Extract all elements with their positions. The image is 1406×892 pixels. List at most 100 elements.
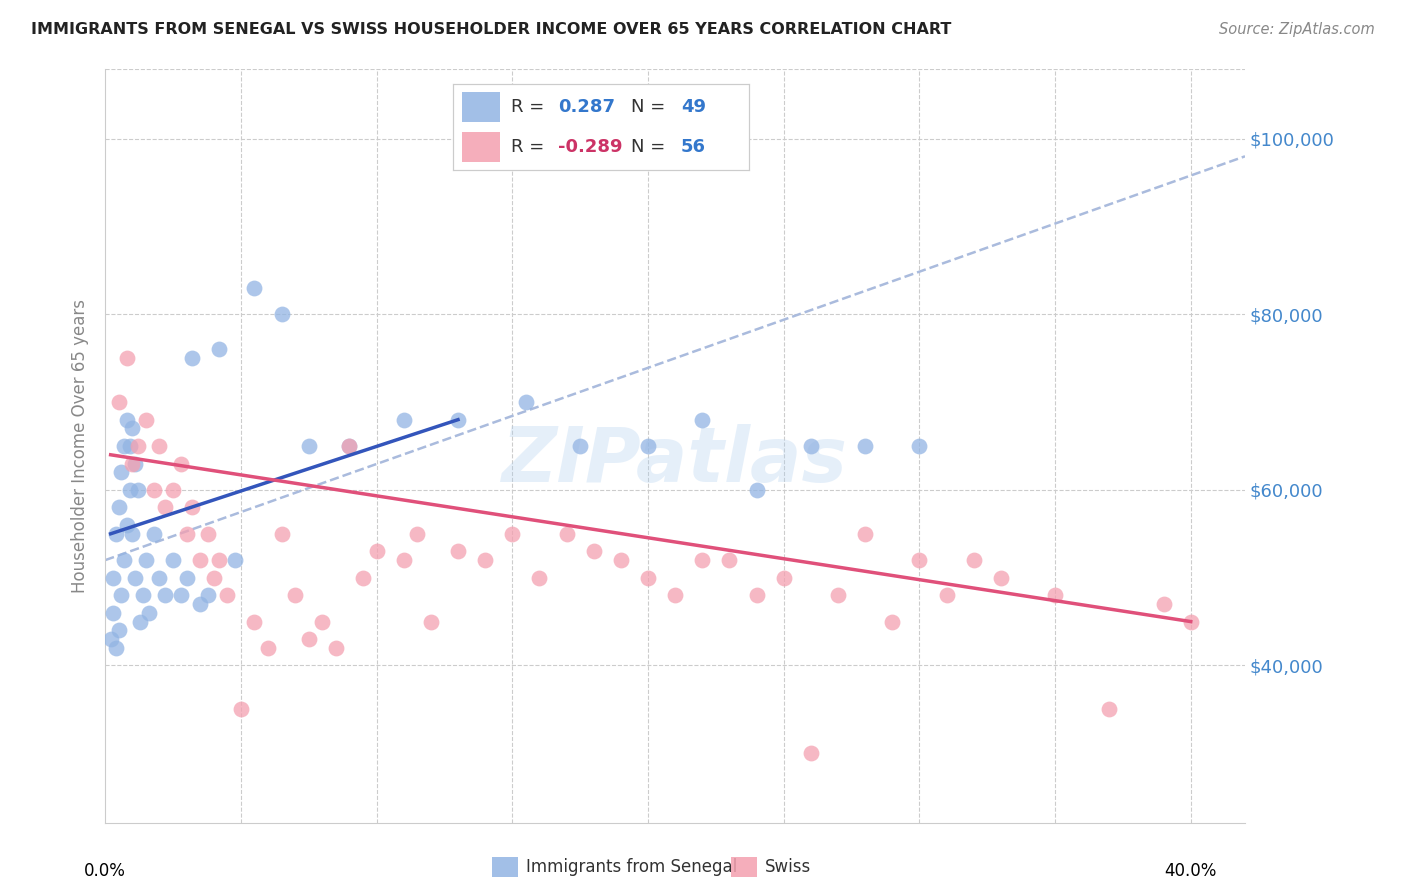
Point bbox=[181, 351, 204, 366]
Point bbox=[121, 421, 143, 435]
Point bbox=[284, 588, 307, 602]
Point bbox=[143, 526, 166, 541]
Point bbox=[800, 746, 823, 760]
Point bbox=[339, 439, 361, 453]
Point bbox=[121, 526, 143, 541]
Point bbox=[339, 439, 361, 453]
Point bbox=[224, 553, 246, 567]
Point bbox=[447, 412, 470, 426]
Point bbox=[148, 439, 170, 453]
Point bbox=[745, 588, 768, 602]
Point bbox=[170, 588, 193, 602]
Point bbox=[637, 571, 659, 585]
Point bbox=[243, 281, 266, 295]
Point bbox=[135, 553, 157, 567]
Point bbox=[990, 571, 1012, 585]
Point bbox=[176, 571, 198, 585]
Point bbox=[501, 526, 523, 541]
Text: IMMIGRANTS FROM SENEGAL VS SWISS HOUSEHOLDER INCOME OVER 65 YEARS CORRELATION CH: IMMIGRANTS FROM SENEGAL VS SWISS HOUSEHO… bbox=[31, 22, 952, 37]
Point bbox=[827, 588, 849, 602]
Text: Source: ZipAtlas.com: Source: ZipAtlas.com bbox=[1219, 22, 1375, 37]
Point bbox=[188, 597, 211, 611]
Point bbox=[208, 343, 231, 357]
Point bbox=[148, 571, 170, 585]
Point bbox=[110, 466, 132, 480]
Point bbox=[298, 632, 321, 647]
Point bbox=[555, 526, 578, 541]
Text: Immigrants from Senegal: Immigrants from Senegal bbox=[526, 858, 737, 876]
Point bbox=[1043, 588, 1066, 602]
Point bbox=[529, 571, 551, 585]
Point bbox=[569, 439, 592, 453]
Point bbox=[115, 412, 138, 426]
Point bbox=[935, 588, 957, 602]
Point bbox=[474, 553, 496, 567]
Point bbox=[129, 615, 152, 629]
Point bbox=[1153, 597, 1175, 611]
Point bbox=[270, 526, 292, 541]
Point bbox=[162, 483, 184, 497]
Point bbox=[188, 553, 211, 567]
Point bbox=[132, 588, 155, 602]
Point bbox=[103, 571, 125, 585]
Text: 40.0%: 40.0% bbox=[1164, 863, 1218, 880]
Point bbox=[153, 500, 176, 515]
Point bbox=[127, 483, 149, 497]
Point bbox=[162, 553, 184, 567]
Point bbox=[610, 553, 633, 567]
Point bbox=[515, 395, 537, 409]
Point bbox=[107, 500, 129, 515]
Point bbox=[100, 632, 122, 647]
Point bbox=[135, 412, 157, 426]
Point bbox=[325, 640, 347, 655]
Point bbox=[406, 526, 429, 541]
Y-axis label: Householder Income Over 65 years: Householder Income Over 65 years bbox=[72, 299, 89, 593]
Point bbox=[138, 606, 160, 620]
Point bbox=[112, 553, 135, 567]
Point bbox=[772, 571, 794, 585]
Point bbox=[170, 457, 193, 471]
Point bbox=[112, 439, 135, 453]
Text: 0.0%: 0.0% bbox=[84, 863, 127, 880]
Point bbox=[352, 571, 374, 585]
Point bbox=[298, 439, 321, 453]
Point bbox=[124, 571, 146, 585]
Point bbox=[208, 553, 231, 567]
Point bbox=[107, 624, 129, 638]
Point bbox=[908, 439, 931, 453]
Point bbox=[853, 526, 876, 541]
Point bbox=[392, 553, 415, 567]
Point bbox=[153, 588, 176, 602]
Point bbox=[105, 526, 128, 541]
Text: Swiss: Swiss bbox=[765, 858, 811, 876]
Point bbox=[118, 483, 141, 497]
Point bbox=[664, 588, 686, 602]
Point bbox=[718, 553, 741, 567]
Point bbox=[197, 588, 219, 602]
Point bbox=[908, 553, 931, 567]
Point bbox=[229, 702, 252, 716]
Point bbox=[121, 457, 143, 471]
Point bbox=[1098, 702, 1121, 716]
Point bbox=[1180, 615, 1202, 629]
Point bbox=[217, 588, 239, 602]
Point bbox=[176, 526, 198, 541]
Point bbox=[115, 518, 138, 533]
Point bbox=[107, 395, 129, 409]
Point bbox=[637, 439, 659, 453]
Point bbox=[962, 553, 984, 567]
Point bbox=[419, 615, 441, 629]
Point bbox=[127, 439, 149, 453]
Point bbox=[115, 351, 138, 366]
Point bbox=[311, 615, 333, 629]
Text: ZIPatlas: ZIPatlas bbox=[502, 424, 848, 498]
Point bbox=[110, 588, 132, 602]
Point bbox=[447, 544, 470, 558]
Point bbox=[690, 553, 713, 567]
Point bbox=[118, 439, 141, 453]
Point bbox=[181, 500, 204, 515]
Point bbox=[143, 483, 166, 497]
Point bbox=[243, 615, 266, 629]
Point bbox=[103, 606, 125, 620]
Point bbox=[882, 615, 904, 629]
